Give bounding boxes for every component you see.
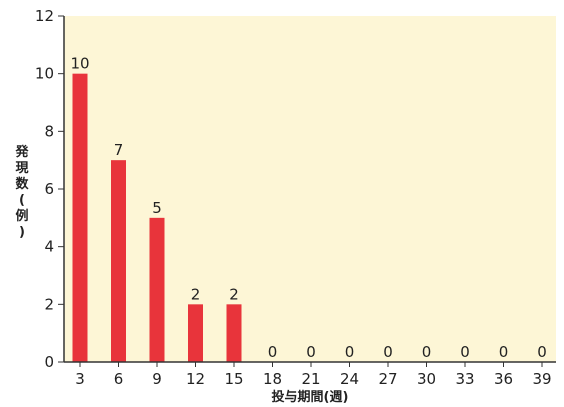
data-label-36: 0 xyxy=(499,343,509,361)
x-tick-label-24: 24 xyxy=(340,370,359,388)
x-tick-label-27: 27 xyxy=(378,370,397,388)
data-label-39: 0 xyxy=(537,343,547,361)
x-tick-label-21: 21 xyxy=(301,370,320,388)
data-label-3: 10 xyxy=(70,55,89,73)
y-tick-label-8: 8 xyxy=(44,122,54,140)
bar-12 xyxy=(188,304,203,362)
y-tick-label-10: 10 xyxy=(35,65,54,83)
bar-15 xyxy=(226,304,242,362)
bar-9 xyxy=(149,217,165,362)
x-tick-label-12: 12 xyxy=(186,370,205,388)
x-tick-label-30: 30 xyxy=(417,370,436,388)
x-tick-label-9: 9 xyxy=(152,370,162,388)
plot-area xyxy=(64,16,556,362)
y-tick-label-2: 2 xyxy=(44,295,54,313)
x-tick-label-39: 39 xyxy=(532,370,551,388)
x-axis-title: 投与期間(週) xyxy=(272,389,349,405)
data-label-15: 2 xyxy=(229,285,239,303)
y-tick-label-12: 12 xyxy=(35,7,54,25)
x-tick-label-15: 15 xyxy=(224,370,243,388)
y-tick-label-4: 4 xyxy=(44,238,54,256)
x-tick-label-18: 18 xyxy=(263,370,282,388)
data-label-18: 0 xyxy=(268,343,278,361)
x-tick-label-33: 33 xyxy=(455,370,474,388)
x-tick-label-6: 6 xyxy=(114,370,124,388)
x-tick-label-3: 3 xyxy=(75,370,85,388)
y-axis-title: 発現数(例) xyxy=(14,144,29,240)
data-label-12: 2 xyxy=(191,285,201,303)
bar-6 xyxy=(111,160,126,362)
y-tick-label-6: 6 xyxy=(44,180,54,198)
data-label-21: 0 xyxy=(306,343,316,361)
data-label-24: 0 xyxy=(345,343,355,361)
data-label-30: 0 xyxy=(422,343,432,361)
data-label-33: 0 xyxy=(460,343,470,361)
x-tick-label-36: 36 xyxy=(494,370,513,388)
data-label-9: 5 xyxy=(152,199,162,217)
y-tick-label-0: 0 xyxy=(44,353,54,371)
data-label-27: 0 xyxy=(383,343,393,361)
bar-3 xyxy=(72,73,88,363)
data-label-6: 7 xyxy=(114,141,124,159)
